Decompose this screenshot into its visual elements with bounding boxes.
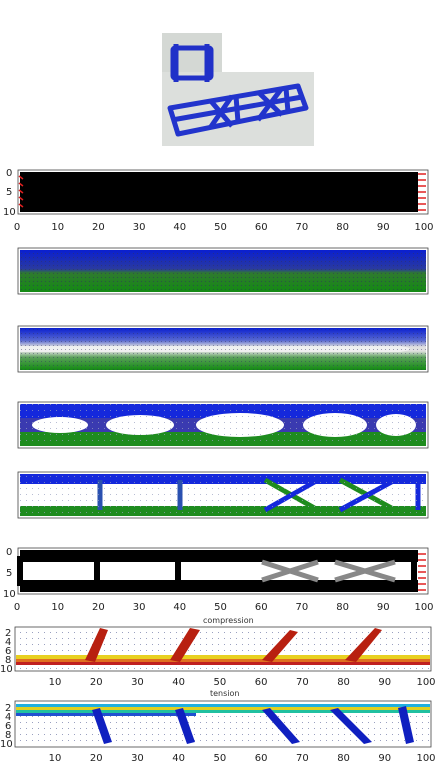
panel-1-right-loads [418,173,426,211]
svg-text:8: 8 [5,655,11,666]
compression-title: compression [203,616,254,625]
panel-density-initial: 0 5 10 0 10 20 30 40 50 60 70 80 90 100 [3,168,434,233]
p6-xtick-8: 80 [336,602,349,613]
p6-xtick-3: 30 [133,602,146,613]
comp-xtick-2: 30 [131,677,144,688]
tension-bands [16,704,430,716]
panel-6-bottom [20,580,418,592]
photo-printed-structures [162,33,314,146]
ten-xtick-8: 90 [378,753,391,764]
panel-1-yticks: 0 5 10 [3,168,16,218]
panel-6-yticks: 0 5 10 [3,547,16,600]
p6-xtick-5: 50 [214,602,227,613]
ten-xtick-4: 50 [214,753,227,764]
panel-4-dots [20,404,426,446]
panel-1-left-supports [18,175,24,208]
p1-ytick-2: 10 [3,207,16,218]
compression-bands [16,655,430,665]
p6-xtick-7: 70 [296,602,309,613]
panel-stress-field-2 [17,325,429,373]
tension-diagonals [92,706,414,744]
p1-xtick-1: 10 [51,222,64,233]
svg-text:8: 8 [5,730,11,741]
comp-xtick-7: 80 [337,677,350,688]
comp-xtick-9: 100 [416,677,435,688]
tension-title: tension [210,689,239,698]
panel-1-xticks: 0 10 20 30 40 50 60 70 80 90 100 [14,222,434,233]
p1-xtick-8: 80 [336,222,349,233]
p1-xtick-10: 100 [414,222,433,233]
p6-ytick-0: 0 [6,547,12,558]
ten-xtick-2: 30 [131,753,144,764]
svg-text:10: 10 [0,739,13,750]
panel-stress-field-3 [17,401,429,449]
comp-xtick-1: 20 [90,677,103,688]
svg-text:4: 4 [5,637,11,648]
tension-xticks: 10 20 30 40 50 60 70 80 90 100 [49,753,436,764]
comp-xtick-8: 90 [378,677,391,688]
p1-xtick-4: 40 [173,222,186,233]
svg-text:10: 10 [0,664,13,675]
p1-xtick-9: 90 [377,222,390,233]
panel-5-dots [20,474,426,516]
p6-xtick-4: 40 [173,602,186,613]
panel-6-xticks: 0 10 20 30 40 50 60 70 80 90 100 [14,602,434,613]
p1-xtick-2: 20 [92,222,105,233]
p6-xtick-10: 100 [414,602,433,613]
ten-xtick-0: 10 [49,753,62,764]
ten-xtick-1: 20 [90,753,103,764]
panel-6-right-loads [418,553,426,591]
compression-diagonals [85,628,382,662]
panel-1-density [20,172,418,212]
panel-density-final: 0 5 10 0 10 20 30 40 50 60 70 80 90 100 [3,547,434,613]
svg-text:4: 4 [5,712,11,723]
panel-stress-field-1 [17,247,429,295]
panel-stress-field-4 [17,471,429,519]
p1-ytick-1: 5 [6,187,12,198]
p6-xtick-2: 20 [92,602,105,613]
panel-6-grey-members [261,559,396,583]
ten-xtick-7: 80 [337,753,350,764]
p6-ytick-1: 5 [6,568,12,579]
p6-xtick-9: 90 [377,602,390,613]
svg-text:6: 6 [5,721,11,732]
comp-xtick-5: 60 [255,677,268,688]
photo-small-frame [170,44,214,82]
p6-xtick-6: 60 [255,602,268,613]
svg-text:6: 6 [5,646,11,657]
compression-plot: compression 2 4 6 8 10 10 20 30 40 50 60 70 80 9… [0,616,436,688]
panel-6-top [20,550,418,562]
panel-6-members [17,556,417,586]
ten-xtick-6: 70 [296,753,309,764]
p6-xtick-1: 10 [51,602,64,613]
compression-xticks: 10 20 30 40 50 60 70 80 90 100 [49,677,436,688]
p1-xtick-7: 70 [296,222,309,233]
comp-xtick-6: 70 [296,677,309,688]
tension-plot: tension 2 4 6 8 10 10 20 30 40 50 60 70 80 90 100 [0,689,436,764]
panel-3-dots [20,328,426,370]
comp-xtick-3: 40 [172,677,185,688]
compression-yticks: 2 4 6 8 10 [0,628,13,675]
panel-2-dots [20,250,426,292]
photo-large-beam [167,83,309,137]
p6-ytick-2: 10 [3,589,16,600]
ten-xtick-3: 40 [172,753,185,764]
comp-xtick-0: 10 [49,677,62,688]
p1-xtick-0: 0 [14,222,20,233]
p1-xtick-6: 60 [255,222,268,233]
ten-xtick-9: 100 [416,753,435,764]
p6-xtick-0: 0 [14,602,20,613]
p1-xtick-5: 50 [214,222,227,233]
comp-xtick-4: 50 [214,677,227,688]
p1-xtick-3: 30 [133,222,146,233]
ten-xtick-5: 60 [255,753,268,764]
p1-ytick-0: 0 [6,168,12,179]
svg-text:2: 2 [5,628,11,639]
tension-yticks: 2 4 6 8 10 [0,703,13,750]
svg-text:2: 2 [5,703,11,714]
